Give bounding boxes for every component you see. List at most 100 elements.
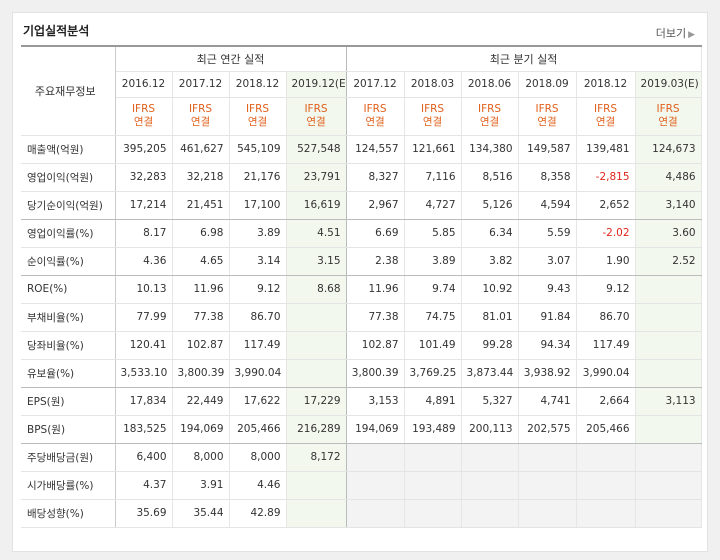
financial-table: 주요재무정보 최근 연간 실적 최근 분기 실적 2016.12 2017.12 2… (21, 45, 702, 528)
standard-consolidated: 연결 (595, 116, 616, 128)
table-cell (635, 359, 702, 388)
quarter-group-header: 최근 분기 실적 (346, 45, 702, 72)
table-row: 당기순이익(억원) 17,214 21,451 17,100 16,619 2,967 4,… (21, 191, 702, 220)
table-cell: 3.91 (172, 471, 230, 500)
table-cell: 99.28 (461, 331, 519, 360)
row-label: 유보율(%) (21, 359, 116, 388)
row-label: 영업이익률(%) (21, 219, 116, 248)
table-cell (286, 303, 347, 332)
accounting-standard: IFRS 연결 (635, 97, 702, 136)
standard-ifrs: IFRS (188, 103, 213, 115)
table-cell: 35.44 (172, 499, 230, 528)
table-cell: 4,891 (404, 387, 462, 416)
table-cell: 8,172 (286, 443, 347, 472)
table-cell: 8,516 (461, 163, 519, 192)
table-cell: 4,486 (635, 163, 702, 192)
row-label: 주당배당금(원) (21, 443, 116, 472)
period-header: 2019.03(E) (635, 71, 702, 98)
accounting-standard: IFRS 연결 (404, 97, 462, 136)
standard-ifrs: IFRS (593, 103, 618, 115)
period-header: 2017.12 (172, 71, 230, 98)
table-cell: 3,153 (346, 387, 405, 416)
table-cell: 3.14 (229, 247, 287, 276)
standard-consolidated: 연결 (365, 116, 385, 128)
standard-consolidated: 연결 (306, 116, 326, 128)
table-cell: 3.89 (404, 247, 462, 276)
period-header: 2018.12 (229, 71, 287, 98)
standard-ifrs: IFRS (535, 103, 559, 115)
standard-consolidated: 연결 (247, 116, 268, 128)
period-header: 2018.12 (576, 71, 636, 98)
table-row: EPS(원) 17,834 22,449 17,622 17,229 3,153 4,891… (21, 387, 702, 416)
period-header: 2016.12 (115, 71, 173, 98)
standard-ifrs: IFRS (363, 103, 387, 115)
period-header: 2018.03 (404, 71, 462, 98)
table-cell: 4.46 (229, 471, 287, 500)
row-label: 영업이익(억원) (21, 163, 116, 192)
table-cell: 2,652 (576, 191, 636, 220)
table-cell: 149,587 (518, 135, 577, 164)
standard-ifrs: IFRS (420, 103, 445, 115)
table-cell: 3,113 (635, 387, 702, 416)
table-cell: 4,727 (404, 191, 462, 220)
table-row: 유보율(%) 3,533.10 3,800.39 3,990.04 3,800.39 3,… (21, 359, 702, 388)
table-row: 매출액(억원) 395,205 461,627 545,109 527,548 124,5… (21, 135, 702, 164)
table-cell (286, 471, 347, 500)
table-cell: 35.69 (115, 499, 173, 528)
table-cell: 32,218 (172, 163, 230, 192)
standard-consolidated: 연결 (537, 116, 557, 128)
period-header: 2017.12 (346, 71, 405, 98)
table-cell (518, 443, 577, 472)
table-cell: 8,000 (229, 443, 287, 472)
table-cell (286, 359, 347, 388)
table-cell: 77.99 (115, 303, 173, 332)
table-row: 순이익률(%) 4.36 4.65 3.14 3.15 2.38 3.89 3.82 3.07 1… (21, 247, 702, 276)
table-cell: 4,741 (518, 387, 577, 416)
table-cell (404, 443, 462, 472)
table-cell (635, 275, 702, 304)
table-cell: 9.12 (229, 275, 287, 304)
table-cell: 16,619 (286, 191, 347, 220)
table-cell: 4.51 (286, 219, 347, 248)
table-cell: 2,664 (576, 387, 636, 416)
table-cell: -2,815 (576, 163, 636, 192)
table-cell: 4.65 (172, 247, 230, 276)
table-cell (461, 443, 519, 472)
table-cell: 121,661 (404, 135, 462, 164)
table-cell: 3,533.10 (115, 359, 173, 388)
table-cell: 5.59 (518, 219, 577, 248)
annual-group-header: 최근 연간 실적 (115, 45, 347, 72)
accounting-standard: IFRS 연결 (346, 97, 405, 136)
accounting-standard: IFRS 연결 (115, 97, 173, 136)
standard-ifrs: IFRS (304, 103, 328, 115)
table-cell (518, 499, 577, 528)
table-cell: 3.15 (286, 247, 347, 276)
table-cell: 3,938.92 (518, 359, 577, 388)
table-row: 시가배당률(%) 4.37 3.91 4.46 (21, 471, 702, 500)
table-cell: 193,489 (404, 415, 462, 444)
table-cell: 3.60 (635, 219, 702, 248)
table-cell: 3.07 (518, 247, 577, 276)
table-cell (346, 471, 405, 500)
table-cell: 102.87 (172, 331, 230, 360)
standard-ifrs: IFRS (131, 103, 156, 115)
table-cell: 216,289 (286, 415, 347, 444)
table-cell: 3,140 (635, 191, 702, 220)
standard-consolidated: 연결 (190, 116, 211, 128)
table-cell (404, 499, 462, 528)
table-cell: 200,113 (461, 415, 519, 444)
company-performance-panel: 기업실적분석 더보기 ▶ 주요재무정보 최근 연간 실적 최근 분기 실적 201… (12, 12, 708, 552)
row-label: 부채비율(%) (21, 303, 116, 332)
table-cell: 10.92 (461, 275, 519, 304)
table-cell: 8,000 (172, 443, 230, 472)
more-link[interactable]: 더보기 ▶ (656, 25, 695, 41)
table-cell: 124,673 (635, 135, 702, 164)
table-cell: 101.49 (404, 331, 462, 360)
table-cell: 77.38 (172, 303, 230, 332)
standard-ifrs: IFRS (656, 103, 680, 115)
row-label: 매출액(억원) (21, 135, 116, 164)
more-label: 더보기 (655, 27, 687, 40)
table-cell (635, 415, 702, 444)
table-row: BPS(원) 183,525 194,069 205,466 216,289 194,06… (21, 415, 702, 444)
accounting-standard: IFRS 연결 (286, 97, 347, 136)
